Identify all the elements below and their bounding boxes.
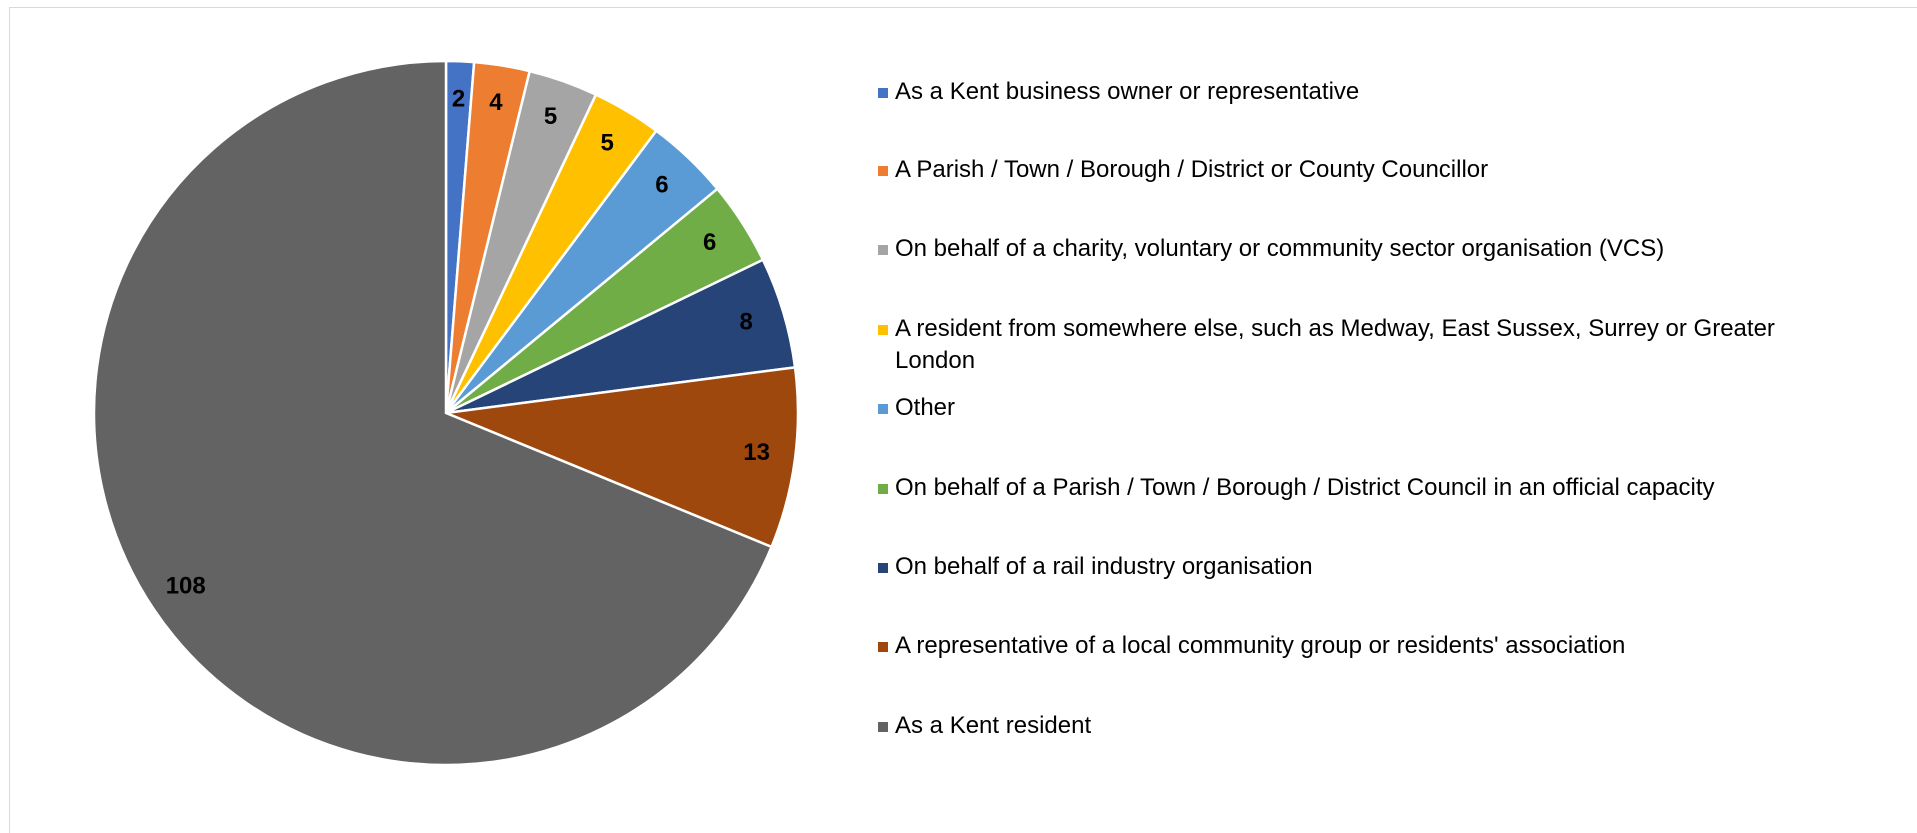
chart-frame bbox=[9, 7, 1917, 833]
data-label: 5 bbox=[600, 130, 613, 157]
data-label: 2 bbox=[452, 85, 465, 112]
data-label: 4 bbox=[489, 89, 503, 116]
data-label: 6 bbox=[655, 171, 668, 198]
legend-label: A Parish / Town / Borough / District or … bbox=[895, 156, 1489, 183]
data-label: 108 bbox=[166, 573, 206, 600]
legend-label: A representative of a local community gr… bbox=[895, 632, 1626, 659]
legend-swatch bbox=[878, 404, 888, 414]
legend-label: As a Kent resident bbox=[895, 712, 1092, 739]
data-label: 5 bbox=[544, 103, 557, 130]
data-label: 8 bbox=[740, 309, 753, 336]
legend-swatch bbox=[878, 166, 888, 176]
legend-label: A resident from somewhere else, such as … bbox=[895, 315, 1775, 374]
legend-swatch bbox=[878, 642, 888, 652]
legend-label: As a Kent business owner or representati… bbox=[895, 78, 1360, 105]
legend-swatch bbox=[878, 722, 888, 732]
legend-label: On behalf of a charity, voluntary or com… bbox=[895, 235, 1665, 262]
legend-swatch bbox=[878, 245, 888, 255]
pie-slice bbox=[92, 59, 774, 767]
data-label: 13 bbox=[743, 439, 770, 466]
legend-label: Other bbox=[895, 394, 956, 421]
legend-swatch bbox=[878, 325, 888, 335]
pie-slice bbox=[441, 365, 800, 549]
legend-label: On behalf of a Parish / Town / Borough /… bbox=[895, 474, 1715, 501]
legend-swatch bbox=[878, 88, 888, 98]
legend-label: On behalf of a rail industry organisatio… bbox=[895, 553, 1313, 580]
data-label: 6 bbox=[703, 229, 716, 256]
legend-swatch bbox=[878, 563, 888, 573]
legend-swatch bbox=[878, 484, 888, 494]
